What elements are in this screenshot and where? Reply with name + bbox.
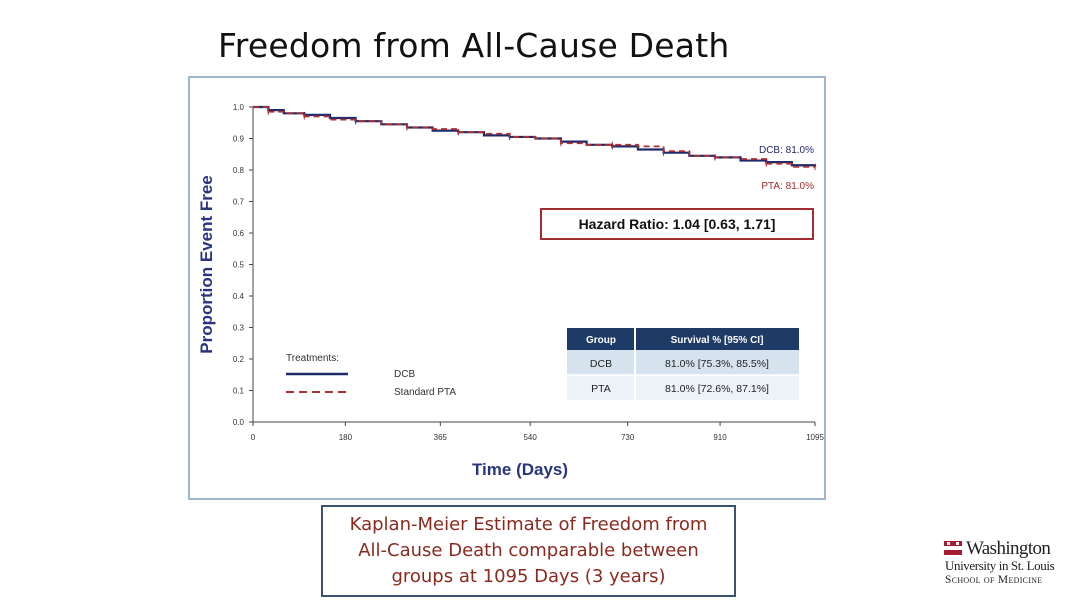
x-tick-label: 365 bbox=[434, 433, 448, 442]
table-cell-dcb-group: DCB bbox=[590, 358, 612, 370]
y-tick-label: 0.1 bbox=[233, 387, 245, 396]
x-tick-label: 910 bbox=[713, 433, 727, 442]
university-logo: Washington University in St. Louis Schoo… bbox=[944, 538, 1080, 598]
pta-end-label: PTA: 81.0% bbox=[761, 181, 814, 192]
x-tick-label: 0 bbox=[251, 433, 256, 442]
chart-ticks: 0.0 0.1 0.2 0.3 0.4 0.5 0.6 0.7 0.8 0.9 1.0 0 180 365… bbox=[233, 103, 824, 442]
slide-title: Freedom from All-Cause Death bbox=[218, 26, 730, 65]
hazard-ratio-text: Hazard Ratio: 1.04 [0.63, 1.71] bbox=[579, 216, 776, 232]
table-header-group: Group bbox=[586, 335, 616, 346]
x-tick-label: 540 bbox=[523, 433, 537, 442]
y-axis-label: Proportion Event Free bbox=[197, 175, 216, 354]
x-axis-label: Time (Days) bbox=[472, 460, 568, 479]
logo-line-1: Washington bbox=[966, 538, 1051, 559]
km-chart: 0.0 0.1 0.2 0.3 0.4 0.5 0.6 0.7 0.8 0.9 1.0 0 180 365… bbox=[197, 103, 824, 479]
table-cell-pta-group: PTA bbox=[591, 383, 611, 395]
caption-box: Kaplan-Meier Estimate of Freedom from Al… bbox=[321, 505, 736, 597]
y-tick-label: 0.5 bbox=[233, 261, 245, 270]
caption-line-1: Kaplan-Meier Estimate of Freedom from bbox=[349, 514, 708, 535]
x-tick-label: 730 bbox=[621, 433, 635, 442]
x-tick-label: 180 bbox=[339, 433, 353, 442]
legend-label-pta: Standard PTA bbox=[394, 387, 456, 398]
university-crest-icon bbox=[944, 541, 962, 555]
table-header-survival: Survival % [95% CI] bbox=[671, 335, 764, 346]
logo-line-2: University in St. Louis bbox=[945, 558, 1055, 573]
y-tick-label: 0.9 bbox=[233, 135, 245, 144]
y-tick-label: 0.4 bbox=[233, 292, 245, 301]
y-tick-label: 0.0 bbox=[233, 418, 245, 427]
chart-legend: Treatments: DCB Standard PTA bbox=[286, 353, 456, 398]
logo-line-3: School of Medicine bbox=[945, 574, 1043, 586]
y-tick-label: 0.7 bbox=[233, 198, 245, 207]
y-tick-label: 0.6 bbox=[233, 229, 245, 238]
x-tick-label: 1095 bbox=[806, 433, 824, 442]
table-cell-pta-survival: 81.0% [72.6%, 87.1%] bbox=[665, 383, 769, 395]
caption-line-3: groups at 1095 Days (3 years) bbox=[391, 566, 666, 587]
y-tick-label: 0.8 bbox=[233, 166, 245, 175]
y-tick-label: 0.2 bbox=[233, 355, 245, 364]
table-cell-dcb-survival: 81.0% [75.3%, 85.5%] bbox=[665, 358, 769, 370]
chart-frame: 0.0 0.1 0.2 0.3 0.4 0.5 0.6 0.7 0.8 0.9 1.0 0 180 365… bbox=[188, 76, 826, 500]
dcb-end-label: DCB: 81.0% bbox=[759, 145, 814, 156]
y-tick-label: 0.3 bbox=[233, 324, 245, 333]
legend-label-dcb: DCB bbox=[394, 369, 415, 380]
hazard-ratio-box: Hazard Ratio: 1.04 [0.63, 1.71] bbox=[540, 208, 814, 240]
chart-curves bbox=[253, 105, 817, 170]
caption-line-2: All-Cause Death comparable between bbox=[358, 540, 699, 561]
survival-table: Group Survival % [95% CI] DCB 81.0% [75.… bbox=[567, 328, 799, 400]
legend-title: Treatments: bbox=[286, 353, 339, 364]
y-tick-label: 1.0 bbox=[233, 103, 245, 112]
